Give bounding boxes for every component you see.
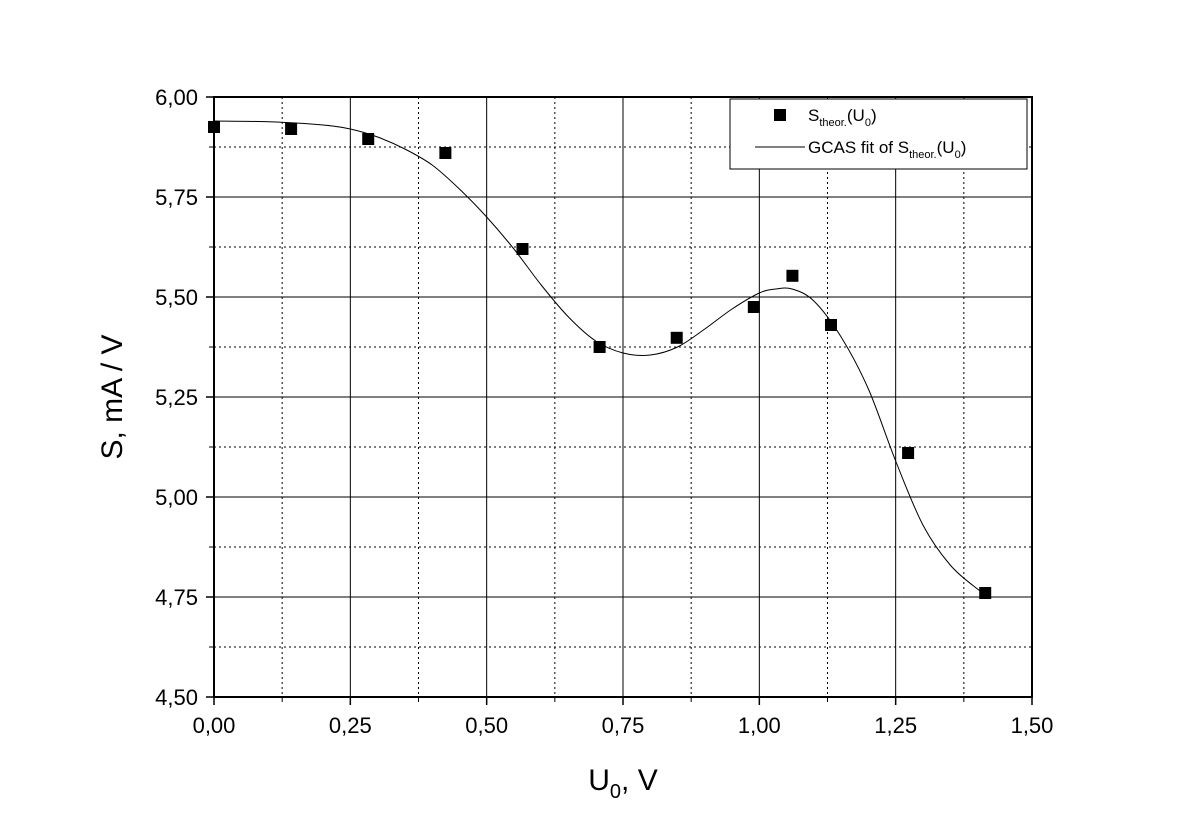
y-tick-label: 5,25 bbox=[155, 385, 198, 410]
data-point bbox=[670, 331, 683, 344]
x-tick-label: 1,25 bbox=[874, 713, 917, 738]
y-tick-label: 5,00 bbox=[155, 485, 198, 510]
x-tick-label: 0,50 bbox=[465, 713, 508, 738]
data-point bbox=[902, 447, 915, 459]
data-points-group bbox=[208, 121, 992, 599]
legend: Stheor.(U0) GCAS fit of Stheor.(U0) bbox=[729, 98, 1028, 170]
x-tick-label: 1,50 bbox=[1011, 713, 1054, 738]
data-point bbox=[516, 243, 529, 255]
y-tick-label: 5,50 bbox=[155, 285, 198, 310]
fit-curve-group bbox=[213, 120, 986, 594]
data-point bbox=[439, 147, 452, 159]
data-point bbox=[786, 269, 799, 282]
data-point bbox=[285, 123, 298, 135]
tick-labels: 0,00 0,25 0,50 0,75 1,00 1,25 1,50 4,50 4,75 5,00… bbox=[155, 85, 1053, 738]
x-tick-label: 0,75 bbox=[602, 713, 645, 738]
legend-label-points: Stheor.(U0) bbox=[808, 106, 877, 129]
axis-ticks bbox=[206, 96, 1033, 705]
data-point bbox=[824, 319, 837, 331]
x-tick-label: 0,25 bbox=[329, 713, 372, 738]
x-tick-label: 0,00 bbox=[193, 713, 236, 738]
y-tick-label: 4,50 bbox=[155, 685, 198, 710]
legend-label-fit: GCAS fit of Stheor.(U0) bbox=[808, 138, 966, 161]
data-point bbox=[362, 133, 375, 145]
x-tick-label: 1,00 bbox=[738, 713, 781, 738]
legend-marker-points bbox=[774, 109, 786, 121]
data-point bbox=[979, 587, 992, 599]
fit-curve bbox=[213, 120, 986, 594]
y-axis-label: S, mA / V bbox=[96, 334, 129, 459]
y-tick-label: 6,00 bbox=[155, 85, 198, 110]
data-point bbox=[747, 301, 760, 313]
data-point bbox=[593, 341, 606, 353]
grid bbox=[214, 97, 1032, 697]
x-axis-label: U0, V bbox=[588, 764, 657, 803]
y-tick-label: 4,75 bbox=[155, 585, 198, 610]
y-tick-label: 5,75 bbox=[155, 185, 198, 210]
